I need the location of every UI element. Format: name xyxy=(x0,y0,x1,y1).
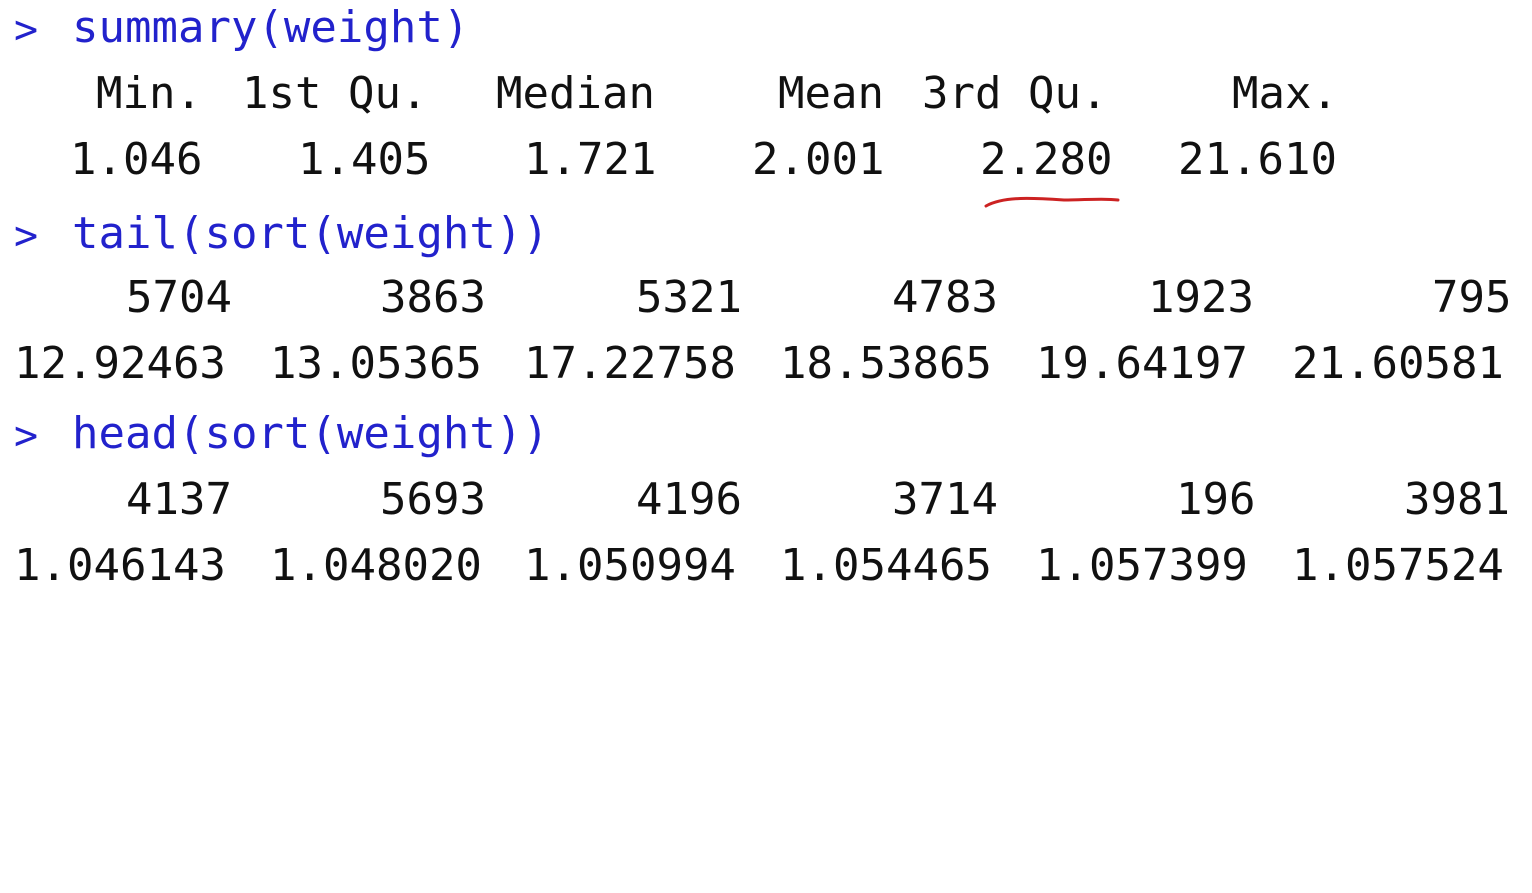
r-console[interactable]: > summary(weight) Min. 1st Qu. Median Me… xyxy=(0,0,1532,616)
head-index-cell: 3714 xyxy=(892,474,998,525)
red-underline-icon xyxy=(984,196,1120,208)
head-values-row: 1.046143 1.048020 1.050994 1.054465 1.05… xyxy=(0,538,1532,602)
tail-index-cell: 4783 xyxy=(892,272,998,323)
head-index-cell: 4196 xyxy=(636,474,742,525)
head-value-cell: 1.050994 xyxy=(524,540,736,591)
summary-header-max: Max. xyxy=(1232,68,1338,119)
command-text: head(sort(weight)) xyxy=(72,408,549,459)
tail-index-cell: 3863 xyxy=(380,272,486,323)
head-index-cell: 196 xyxy=(1176,474,1256,525)
command-line-head: > head(sort(weight)) xyxy=(0,406,1532,470)
head-value-cell: 1.046143 xyxy=(14,540,226,591)
tail-index-row: 5704 3863 5321 4783 1923 795 xyxy=(0,270,1532,334)
prompt-symbol: > xyxy=(14,7,39,53)
summary-value-mean: 2.001 xyxy=(752,134,885,185)
tail-value-cell: 18.53865 xyxy=(780,338,992,389)
tail-value-cell: 12.92463 xyxy=(14,338,226,389)
tail-value-cell: 19.64197 xyxy=(1036,338,1248,389)
tail-value-cell: 17.22758 xyxy=(524,338,736,389)
head-index-row: 4137 5693 4196 3714 196 3981 xyxy=(0,472,1532,536)
tail-index-cell: 5704 xyxy=(126,272,232,323)
head-value-cell: 1.054465 xyxy=(780,540,992,591)
command-text: summary(weight) xyxy=(72,2,470,53)
summary-value-median: 1.721 xyxy=(524,134,657,185)
summary-values-row: 1.046 1.405 1.721 2.001 2.280 21.610 xyxy=(0,132,1532,196)
summary-value-1st-qu: 1.405 xyxy=(298,134,431,185)
head-value-cell: 1.057399 xyxy=(1036,540,1248,591)
head-index-cell: 4137 xyxy=(126,474,232,525)
command-line-summary: > summary(weight) xyxy=(0,0,1532,64)
summary-header-median: Median xyxy=(496,68,655,119)
tail-index-cell: 795 xyxy=(1432,272,1512,323)
head-value-cell: 1.048020 xyxy=(270,540,482,591)
head-value-cell: 1.057524 xyxy=(1292,540,1504,591)
summary-value-max: 21.610 xyxy=(1178,134,1337,185)
summary-header-min: Min. xyxy=(96,68,202,119)
head-index-cell: 5693 xyxy=(380,474,486,525)
summary-header-1st-qu: 1st Qu. xyxy=(242,68,428,119)
summary-header-3rd-qu: 3rd Qu. xyxy=(922,68,1108,119)
tail-index-cell: 5321 xyxy=(636,272,742,323)
summary-value-min: 1.046 xyxy=(70,134,203,185)
tail-value-cell: 21.60581 xyxy=(1292,338,1504,389)
summary-header-row: Min. 1st Qu. Median Mean 3rd Qu. Max. xyxy=(0,66,1532,130)
tail-values-row: 12.92463 13.05365 17.22758 18.53865 19.6… xyxy=(0,336,1532,400)
prompt-symbol: > xyxy=(14,413,39,459)
prompt-symbol: > xyxy=(14,213,39,259)
command-text: tail(sort(weight)) xyxy=(72,208,549,259)
tail-index-cell: 1923 xyxy=(1148,272,1254,323)
summary-value-3rd-qu: 2.280 xyxy=(980,134,1113,185)
command-line-tail: > tail(sort(weight)) xyxy=(0,206,1532,270)
head-index-cell: 3981 xyxy=(1404,474,1510,525)
summary-header-mean: Mean xyxy=(778,68,884,119)
tail-value-cell: 13.05365 xyxy=(270,338,482,389)
